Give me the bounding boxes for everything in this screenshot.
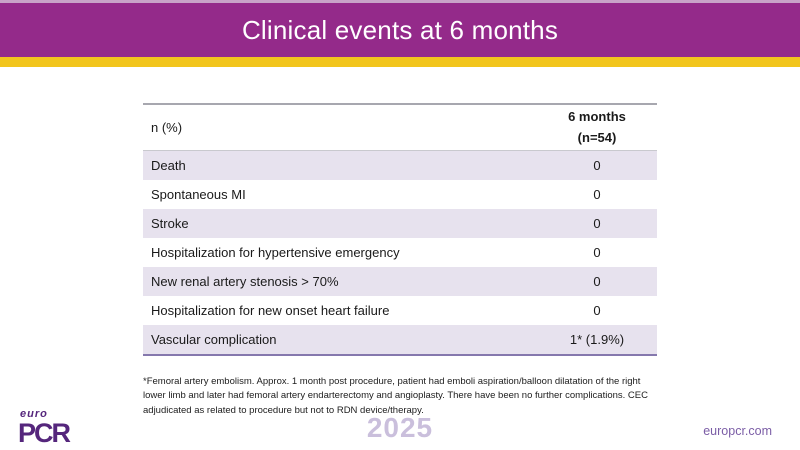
row-value: 0 (593, 216, 601, 231)
row-value: 0 (593, 274, 601, 289)
row-value: 0 (593, 303, 601, 318)
table-row: Vascular complication 1* (1.9%) (143, 325, 657, 354)
row-label: Hospitalization for new onset heart fail… (151, 303, 390, 318)
table-row: Spontaneous MI 0 (143, 180, 657, 209)
table-row: Hospitalization for hypertensive emergen… (143, 238, 657, 267)
row-value: 1* (1.9%) (569, 332, 625, 347)
table-row: Hospitalization for new onset heart fail… (143, 296, 657, 325)
row-label: Death (151, 158, 186, 173)
year-watermark: 2025 (366, 412, 434, 443)
top-edge-strip (0, 0, 800, 3)
table-column-header: 6 months (n=54) (537, 107, 657, 147)
row-label: Hospitalization for hypertensive emergen… (151, 245, 400, 260)
gold-accent-stripe (0, 57, 800, 67)
row-label: New renal artery stenosis > 70% (151, 274, 339, 289)
europcr-logo: euro PCR (18, 408, 71, 448)
table-body: Death 0 Spontaneous MI 0 Stroke 0 Hospit… (143, 151, 657, 354)
table-row: Death 0 (143, 151, 657, 180)
clinical-events-table: n (%) 6 months (n=54) Death 0 Spontaneou… (143, 103, 657, 356)
table-row: Stroke 0 (143, 209, 657, 238)
table-unit-label: n (%) (151, 120, 183, 135)
slide-title: Clinical events at 6 months (241, 14, 559, 45)
slide-header: Clinical events at 6 months (0, 3, 800, 57)
footnote: *Femoral artery embolism. Approx. 1 mont… (143, 376, 648, 416)
table-row: New renal artery stenosis > 70% 0 (143, 267, 657, 296)
row-value: 0 (593, 158, 601, 173)
row-value: 0 (593, 187, 601, 202)
table-header-row: n (%) 6 months (n=54) (143, 105, 657, 151)
logo-euro-text: euro (20, 408, 48, 420)
row-value: 0 (593, 245, 601, 260)
row-label: Vascular complication (151, 332, 277, 347)
column-header-line2: (n=54) (577, 129, 617, 145)
logo-pcr-text: PCR (18, 418, 71, 448)
column-header-line1: 6 months (568, 109, 626, 125)
row-label: Spontaneous MI (151, 187, 246, 202)
website-link: europcr.com (703, 424, 772, 438)
row-label: Stroke (151, 216, 189, 231)
